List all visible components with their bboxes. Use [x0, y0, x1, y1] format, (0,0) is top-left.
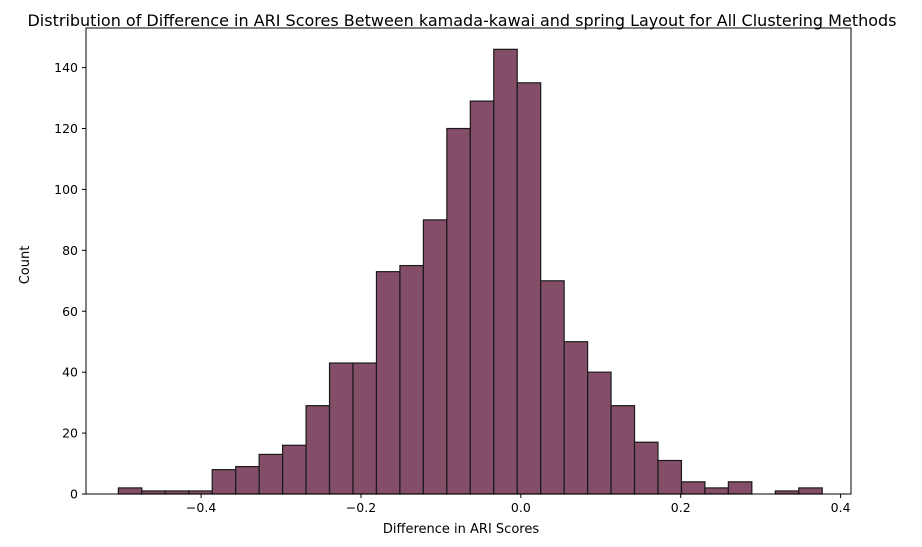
histogram-bar [399, 264, 424, 495]
histogram-bar [493, 48, 518, 495]
x-tick-label: −0.4 [186, 500, 216, 515]
histogram-bar [305, 405, 331, 495]
plot-area-frame [85, 27, 852, 495]
x-axis-label: Difference in ARI Scores [383, 522, 539, 537]
y-tick-label: 20 [62, 426, 78, 441]
histogram-bar [657, 459, 683, 495]
y-tick-label: 140 [54, 60, 78, 75]
histogram-bar [352, 362, 378, 495]
y-axis-ticks: 0 20 40 60 80 100 120 140 [54, 60, 86, 502]
x-tick-label: 0.4 [831, 500, 851, 515]
histogram-bars [117, 48, 823, 495]
histogram-bar [328, 362, 354, 495]
histogram-bar [211, 469, 237, 495]
histogram-bar [446, 127, 471, 495]
histogram-bar [516, 82, 542, 495]
x-tick-label: 0.2 [671, 500, 691, 515]
histogram-bar [587, 371, 612, 495]
histogram-bar [680, 481, 706, 495]
x-tick-label: −0.2 [346, 500, 376, 515]
y-tick-label: 100 [54, 182, 78, 197]
histogram-bar [235, 465, 260, 495]
histogram-bar [704, 487, 729, 495]
histogram-bar [422, 219, 448, 495]
histogram-bar [375, 271, 401, 495]
y-tick-label: 80 [62, 243, 78, 258]
y-tick-label: 60 [62, 304, 78, 319]
histogram-bar [282, 444, 307, 495]
x-tick-label: 0.0 [511, 500, 531, 515]
histogram-bar [563, 341, 589, 495]
x-axis-ticks: −0.4 −0.2 0.0 0.2 0.4 [186, 494, 851, 515]
histogram-bar [798, 487, 823, 495]
y-tick-label: 0 [70, 487, 78, 502]
chart-title: Distribution of Difference in ARI Scores… [27, 11, 896, 30]
histogram-bar [540, 280, 565, 495]
histogram-bar [258, 453, 284, 495]
y-axis-label: Count [18, 246, 33, 285]
y-tick-label: 40 [62, 365, 78, 380]
histogram-bar [469, 100, 495, 495]
histogram-bar [727, 481, 753, 495]
y-tick-label: 120 [54, 121, 78, 136]
histogram-bar [117, 487, 143, 495]
histogram-bar [610, 405, 636, 495]
histogram-bar [633, 441, 659, 495]
